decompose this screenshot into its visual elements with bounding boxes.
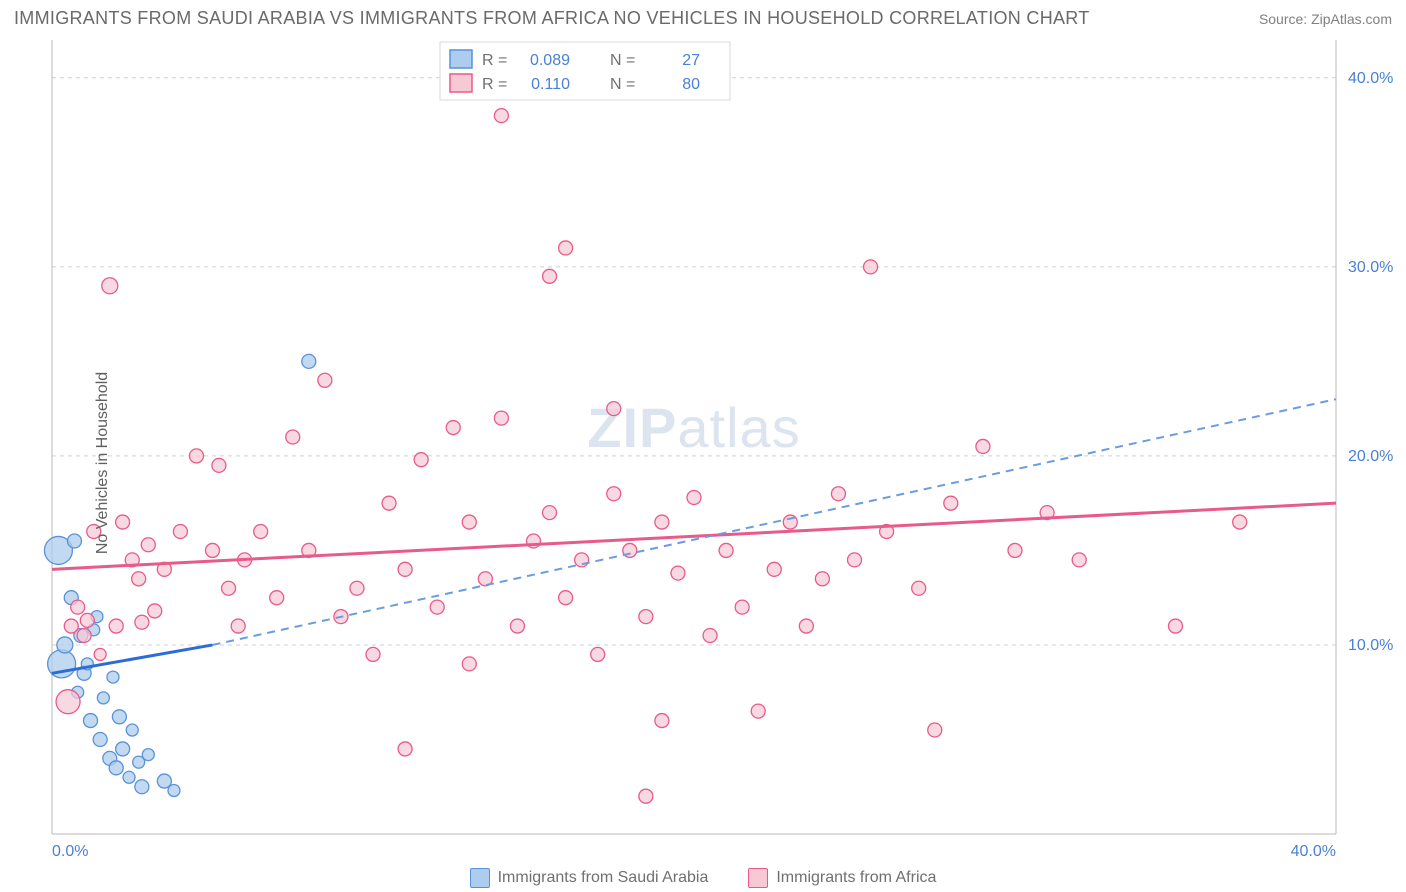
correlation-scatter-chart: 10.0%20.0%30.0%40.0%0.0%40.0%ZIPatlasR =… bbox=[0, 34, 1406, 892]
svg-text:0.089: 0.089 bbox=[530, 52, 570, 69]
svg-text:27: 27 bbox=[682, 52, 700, 69]
y-axis-label: No Vehicles in Household bbox=[94, 372, 112, 554]
svg-text:20.0%: 20.0% bbox=[1348, 448, 1393, 465]
svg-text:0.0%: 0.0% bbox=[52, 843, 88, 860]
svg-text:R =: R = bbox=[482, 52, 507, 69]
legend-label-saudi: Immigrants from Saudi Arabia bbox=[498, 869, 709, 887]
chart-title: IMMIGRANTS FROM SAUDI ARABIA VS IMMIGRAN… bbox=[14, 8, 1090, 29]
legend-item-africa: Immigrants from Africa bbox=[748, 868, 936, 888]
svg-text:40.0%: 40.0% bbox=[1291, 843, 1336, 860]
svg-text:N =: N = bbox=[610, 76, 635, 93]
svg-text:10.0%: 10.0% bbox=[1348, 637, 1393, 654]
svg-text:30.0%: 30.0% bbox=[1348, 259, 1393, 276]
legend-swatch-africa bbox=[748, 868, 768, 888]
legend-swatch-saudi bbox=[470, 868, 490, 888]
legend-bottom: Immigrants from Saudi Arabia Immigrants … bbox=[0, 868, 1406, 888]
legend-label-africa: Immigrants from Africa bbox=[776, 869, 936, 887]
svg-text:80: 80 bbox=[682, 76, 700, 93]
chart-source: Source: ZipAtlas.com bbox=[1259, 11, 1392, 27]
chart-area: No Vehicles in Household 10.0% 20.0% 30.0%… bbox=[0, 34, 1406, 892]
legend-item-saudi: Immigrants from Saudi Arabia bbox=[470, 868, 709, 888]
svg-text:N =: N = bbox=[610, 52, 635, 69]
chart-header: IMMIGRANTS FROM SAUDI ARABIA VS IMMIGRAN… bbox=[0, 0, 1406, 35]
svg-text:40.0%: 40.0% bbox=[1348, 70, 1393, 87]
svg-text:0.110: 0.110 bbox=[531, 76, 570, 93]
svg-text:R =: R = bbox=[482, 76, 507, 93]
